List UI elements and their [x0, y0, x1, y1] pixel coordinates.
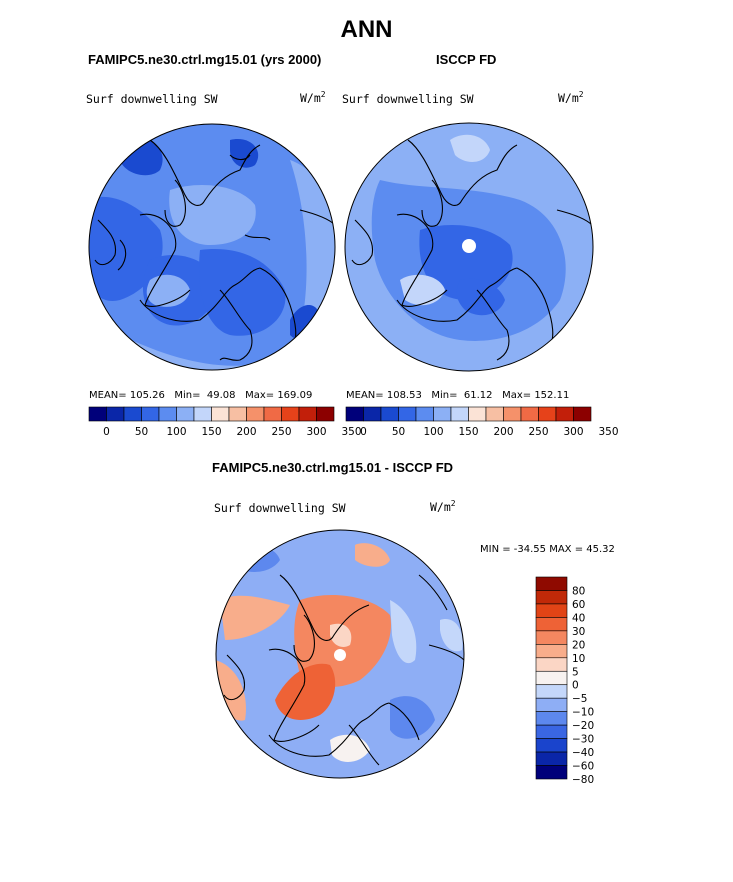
colorbar-level-label: −60	[572, 761, 594, 773]
colorbar-tick-label: 350	[598, 426, 618, 438]
colorbar-swatch	[535, 738, 568, 753]
panel-right-title: ISCCP FD	[436, 52, 497, 67]
colorbar-swatch	[538, 406, 557, 422]
colorbar-swatch	[88, 406, 107, 422]
panel-left-title: FAMIPC5.ne30.ctrl.mg15.01 (yrs 2000)	[88, 52, 322, 67]
colorbar-tick-label: 50	[392, 426, 405, 438]
colorbar-swatch	[158, 406, 177, 422]
colorbar-swatch	[535, 765, 568, 780]
colorbar-swatch	[211, 406, 230, 422]
colorbar-level-label: −40	[572, 747, 594, 759]
colorbar-swatch	[281, 406, 300, 422]
colorbar-swatch	[433, 406, 452, 422]
colorbar-swatch	[555, 406, 574, 422]
colorbar-swatch	[485, 406, 504, 422]
colorbar-level-label: 30	[572, 626, 585, 638]
colorbar-tick-label: 200	[236, 426, 256, 438]
colorbar-swatch	[380, 406, 399, 422]
colorbar-tick-label: 100	[166, 426, 186, 438]
right-map	[345, 123, 593, 371]
diff-field-label: Surf downwelling SW	[214, 501, 346, 515]
colorbar-swatch	[535, 711, 568, 726]
colorbar-level-label: 10	[572, 653, 585, 665]
colorbar-swatch	[535, 603, 568, 618]
colorbar-level-label: −10	[572, 707, 594, 719]
colorbar-level-label: 20	[572, 639, 585, 651]
colorbar-level-label: −80	[572, 774, 594, 786]
colorbar-swatch	[398, 406, 417, 422]
colorbar-swatch	[503, 406, 522, 422]
left-map	[89, 124, 335, 370]
colorbar-swatch	[123, 406, 142, 422]
colorbar-swatch	[535, 684, 568, 699]
left-stats: MEAN= 105.26 Min= 49.08 Max= 169.09	[89, 390, 313, 401]
colorbar-tick-label: 300	[563, 426, 583, 438]
colorbar-level-label: 80	[572, 585, 585, 597]
colorbar-swatch	[535, 576, 568, 591]
colorbar-level-label: 60	[572, 599, 585, 611]
colorbar-swatch	[363, 406, 382, 422]
colorbar-tick-label: 0	[103, 426, 110, 438]
diff-map	[216, 530, 464, 778]
colorbar-tick-label: 0	[360, 426, 367, 438]
right-field-label: Surf downwelling SW	[342, 92, 474, 106]
colorbar-tick-label: 50	[135, 426, 148, 438]
colorbar-tick-label: 250	[271, 426, 291, 438]
colorbar-swatch	[535, 630, 568, 645]
colorbar-swatch	[176, 406, 195, 422]
colorbar-swatch	[468, 406, 487, 422]
figure-title: ANN	[340, 16, 393, 43]
colorbar-swatch	[535, 657, 568, 672]
colorbar-level-label: 0	[572, 680, 579, 692]
right-units: W/m2	[558, 90, 584, 105]
colorbar-swatch	[535, 751, 568, 766]
colorbar-swatch	[316, 406, 335, 422]
colorbar-tick-label: 150	[458, 426, 478, 438]
colorbar-swatch	[535, 644, 568, 659]
diff-minmax: MIN = -34.55 MAX = 45.32	[480, 544, 615, 555]
colorbar-level-label: −5	[572, 693, 587, 705]
colorbar-swatch	[228, 406, 247, 422]
colorbar-tick-label: 100	[423, 426, 443, 438]
left-units: W/m2	[300, 90, 326, 105]
colorbar-swatch	[345, 406, 364, 422]
colorbar-swatch	[263, 406, 282, 422]
colorbar-swatch	[193, 406, 212, 422]
colorbar-swatch	[573, 406, 592, 422]
colorbar-level-label: −20	[572, 720, 594, 732]
colorbar-tick-label: 200	[493, 426, 513, 438]
diff-map-border	[215, 529, 465, 779]
diff-units: W/m2	[430, 499, 456, 514]
colorbar-swatch	[298, 406, 317, 422]
colorbar-swatch	[535, 590, 568, 605]
colorbar-swatch	[535, 697, 568, 712]
colorbar-swatch	[141, 406, 160, 422]
colorbar-tick-label: 150	[201, 426, 221, 438]
right-colorbar: 0 50 100 150 200 250 300 350	[345, 406, 619, 438]
panel-diff-title: FAMIPC5.ne30.ctrl.mg15.01 - ISCCP FD	[212, 460, 454, 475]
right-map-border	[344, 122, 594, 372]
colorbar-swatch	[535, 724, 568, 739]
colorbar-swatch	[535, 617, 568, 632]
colorbar-swatch	[246, 406, 265, 422]
left-field-label: Surf downwelling SW	[86, 92, 218, 106]
colorbar-tick-label: 250	[528, 426, 548, 438]
colorbar-tick-label: 350	[341, 426, 361, 438]
colorbar-level-label: 5	[572, 666, 579, 678]
colorbar-tick-label: 300	[306, 426, 326, 438]
colorbar-swatch	[106, 406, 125, 422]
colorbar-level-label: −30	[572, 734, 594, 746]
left-colorbar: 0 50 100 150 200 250 300 350	[88, 406, 362, 438]
left-map-border	[88, 123, 336, 371]
colorbar-swatch	[535, 670, 568, 686]
colorbar-swatch	[450, 406, 469, 422]
colorbar-level-label: 40	[572, 612, 585, 624]
right-stats: MEAN= 108.53 Min= 61.12 Max= 152.11	[346, 390, 570, 401]
colorbar-swatch	[520, 406, 539, 422]
colorbar-swatch	[415, 406, 434, 422]
